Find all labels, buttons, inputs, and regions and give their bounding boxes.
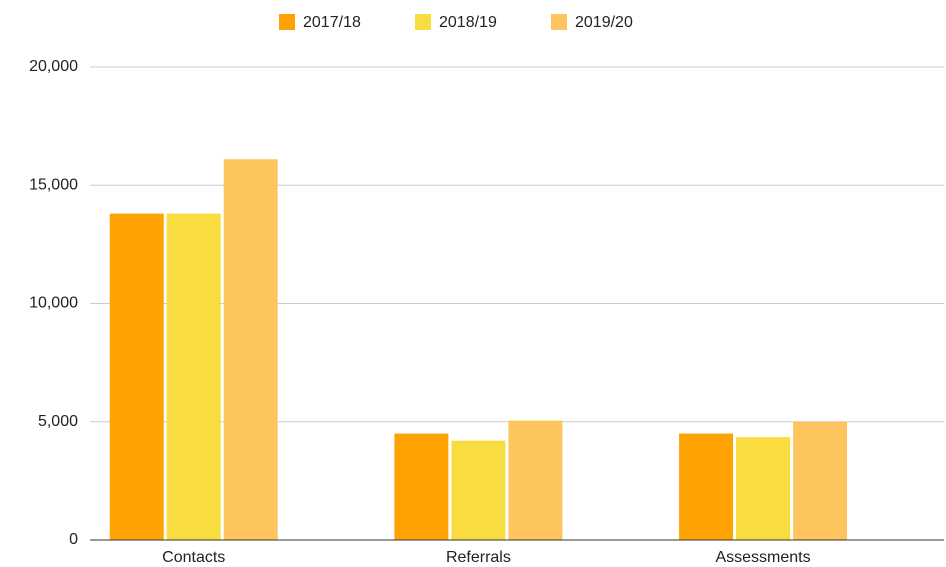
x-tick-label: Assessments (715, 549, 810, 566)
legend-label: 2018/19 (439, 14, 497, 31)
x-tick-label: Contacts (162, 549, 225, 566)
legend-label: 2019/20 (575, 14, 633, 31)
bar (109, 213, 164, 540)
x-tick-label: Referrals (446, 549, 511, 566)
bar (451, 440, 506, 540)
legend-swatch (279, 14, 295, 30)
y-tick-label: 0 (69, 531, 78, 548)
legend-swatch (551, 14, 567, 30)
y-tick-label: 10,000 (29, 295, 78, 312)
y-tick-label: 5,000 (38, 413, 78, 430)
legend-swatch (415, 14, 431, 30)
bar (394, 433, 449, 540)
bar (508, 420, 563, 540)
y-tick-label: 20,000 (29, 58, 78, 75)
bar (166, 213, 221, 540)
bar (793, 421, 848, 540)
legend-label: 2017/18 (303, 14, 361, 31)
bar (223, 159, 278, 541)
y-tick-label: 15,000 (29, 176, 78, 193)
bar (736, 437, 791, 540)
bar (679, 433, 734, 540)
